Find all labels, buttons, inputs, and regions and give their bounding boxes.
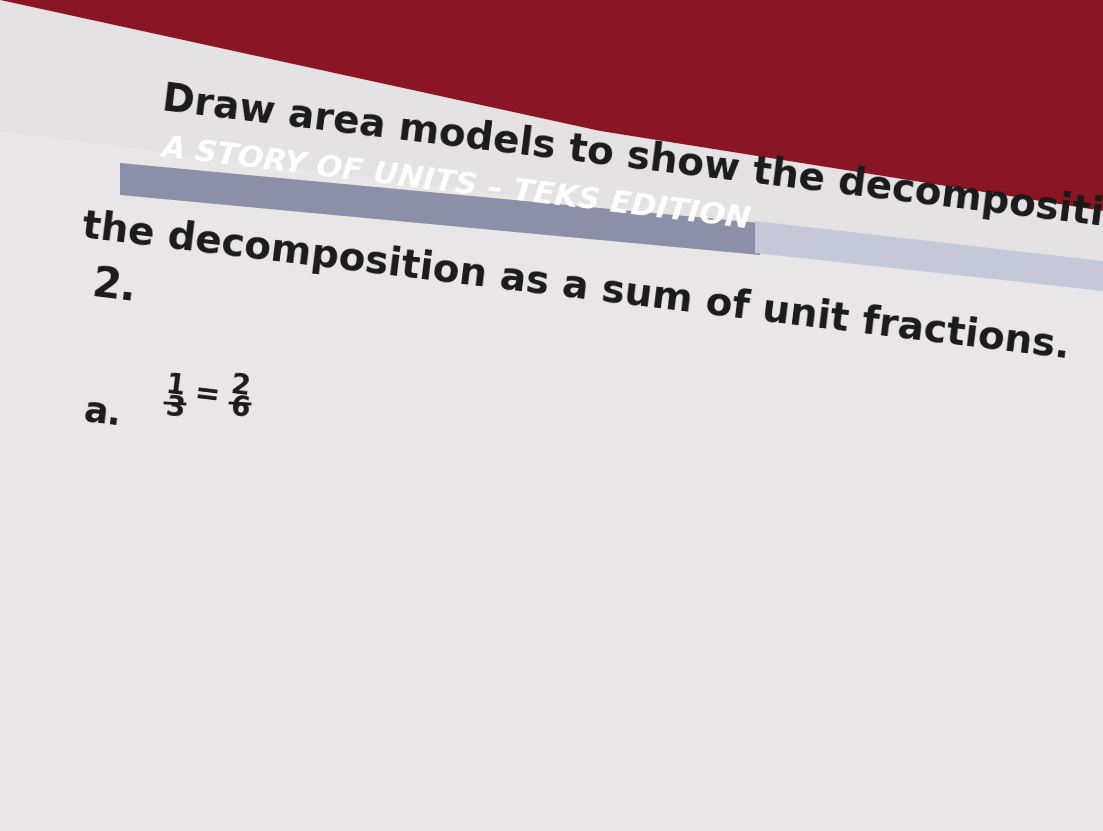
Text: A STORY OF UNITS – TEKS EDITION: A STORY OF UNITS – TEKS EDITION xyxy=(160,134,752,234)
Text: 3: 3 xyxy=(163,393,186,423)
Polygon shape xyxy=(0,0,1103,271)
Text: a.: a. xyxy=(82,394,124,432)
Polygon shape xyxy=(120,163,760,255)
Polygon shape xyxy=(754,221,1103,291)
Text: 1: 1 xyxy=(163,371,186,401)
Text: 6: 6 xyxy=(228,393,251,423)
Text: 2.: 2. xyxy=(90,263,140,310)
Text: the decomposition as a sum of unit fractions.: the decomposition as a sum of unit fract… xyxy=(81,207,1072,366)
Text: 2: 2 xyxy=(228,371,251,401)
Text: =: = xyxy=(193,379,222,411)
Text: Draw area models to show the decompositions represented by the nu: Draw area models to show the decompositi… xyxy=(160,80,1103,304)
